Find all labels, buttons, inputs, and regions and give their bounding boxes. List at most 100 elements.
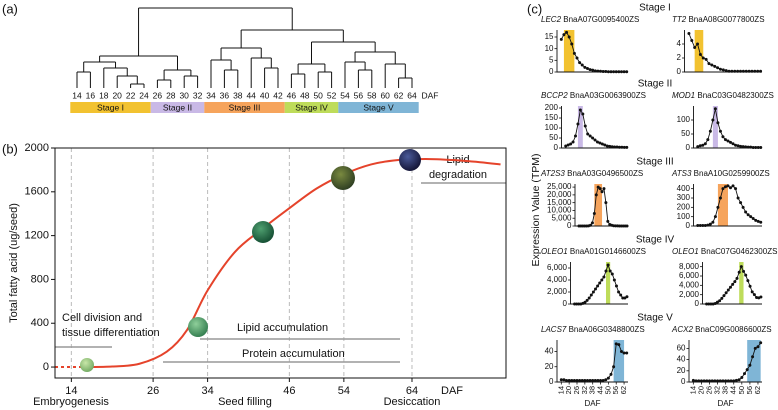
point <box>578 108 582 112</box>
point <box>590 221 594 225</box>
point <box>716 121 720 125</box>
point <box>617 290 621 294</box>
point <box>585 298 589 302</box>
stage-highlight <box>594 184 603 226</box>
point <box>756 345 760 349</box>
point <box>583 65 587 69</box>
point <box>733 280 737 284</box>
stage-title: Stage I <box>639 3 671 14</box>
point <box>696 145 700 149</box>
panel-label: (b) <box>2 141 18 156</box>
gene-id: BnaA01G0146600ZS <box>570 247 646 256</box>
leaf-label: 50 <box>313 90 323 100</box>
point <box>603 143 607 147</box>
point <box>606 219 610 223</box>
point <box>726 288 730 292</box>
gene-label: OLEO1 BnaA01G0146600ZS <box>541 247 646 256</box>
point <box>575 378 579 382</box>
axes <box>556 340 628 383</box>
point <box>734 378 738 382</box>
point <box>583 300 587 304</box>
gene-label: ATS3 BnaA10G0259900ZS <box>671 169 770 178</box>
point <box>606 263 610 267</box>
point <box>731 184 735 188</box>
point <box>713 215 717 219</box>
point <box>595 140 599 144</box>
point <box>578 378 582 382</box>
gene-label: OLEO1 BnaC07G0462300ZS <box>672 247 777 256</box>
panel-label: (c) <box>527 1 542 16</box>
point <box>593 138 597 142</box>
point <box>721 187 725 191</box>
y-tick-label: 800 <box>31 273 49 285</box>
point <box>619 349 623 353</box>
point <box>726 139 730 143</box>
point <box>601 70 605 74</box>
stage-highlight <box>577 106 583 148</box>
point <box>739 144 743 148</box>
point <box>594 287 598 291</box>
x-tick-label: 62 <box>619 386 628 394</box>
y-tick-label: 0 <box>681 377 686 386</box>
y-tick-label: 0 <box>563 299 568 308</box>
seed <box>80 358 94 372</box>
gene-id: BnaA10G0259900ZS <box>694 169 770 178</box>
y-tick-label: 1600 <box>25 186 49 198</box>
gene-label: AT2S3 BnaA03G0496500ZS <box>540 169 643 178</box>
y-tick-label: 2,000 <box>679 290 700 299</box>
point <box>743 372 746 376</box>
point <box>742 269 746 273</box>
stage-highlight <box>605 262 611 304</box>
point <box>604 201 608 205</box>
point <box>754 218 758 222</box>
gene-symbol: ACX2 <box>671 325 693 334</box>
seed-images <box>80 149 421 372</box>
point <box>752 293 756 297</box>
point <box>759 295 763 299</box>
stage-highlight <box>712 106 718 148</box>
point <box>604 70 608 74</box>
point <box>759 220 763 224</box>
point <box>612 278 616 282</box>
stage-bar <box>284 102 339 113</box>
point <box>625 351 629 355</box>
point <box>701 56 705 60</box>
y-tick-label: 5 <box>549 55 554 64</box>
point <box>566 143 570 147</box>
y-axis-label: Expression Value (TPM) <box>530 153 542 266</box>
stage-highlight <box>717 184 728 226</box>
x-tick-label: 32 <box>580 386 589 394</box>
point <box>741 205 745 209</box>
y-tick-label: 0 <box>695 299 700 308</box>
x-tick-label: 20 <box>696 386 705 394</box>
y-tick-label: 6,000 <box>679 271 700 280</box>
leaf-label: 44 <box>246 90 256 100</box>
point <box>564 144 568 148</box>
point <box>585 378 589 382</box>
x-tick-label: 14 <box>688 386 697 394</box>
point <box>573 134 577 138</box>
y-tick-label: 50 <box>681 129 690 138</box>
point <box>614 342 618 346</box>
y-tick-label: 40 <box>545 347 554 356</box>
leaf-label: 40 <box>260 90 270 100</box>
gene-label: LACS7 BnaA06G0348800ZS <box>541 325 645 334</box>
y-tick-label: 6,000 <box>547 263 568 272</box>
y-tick-label: 0 <box>567 221 572 230</box>
x-tick-label: 50 <box>603 386 612 394</box>
point <box>721 135 725 139</box>
plot-frame <box>54 147 507 379</box>
y-tick-label: 0 <box>43 361 49 373</box>
point <box>741 145 745 149</box>
x-axis-label: DAF <box>441 385 463 397</box>
gene-id: BnaC09G0086600ZS <box>695 325 772 334</box>
point <box>559 37 563 41</box>
point <box>600 142 604 146</box>
leaf-label: 30 <box>179 90 189 100</box>
axes <box>561 106 628 149</box>
point <box>745 368 749 372</box>
point <box>693 46 697 49</box>
point <box>591 136 595 140</box>
leaf-label: 46 <box>287 90 297 100</box>
